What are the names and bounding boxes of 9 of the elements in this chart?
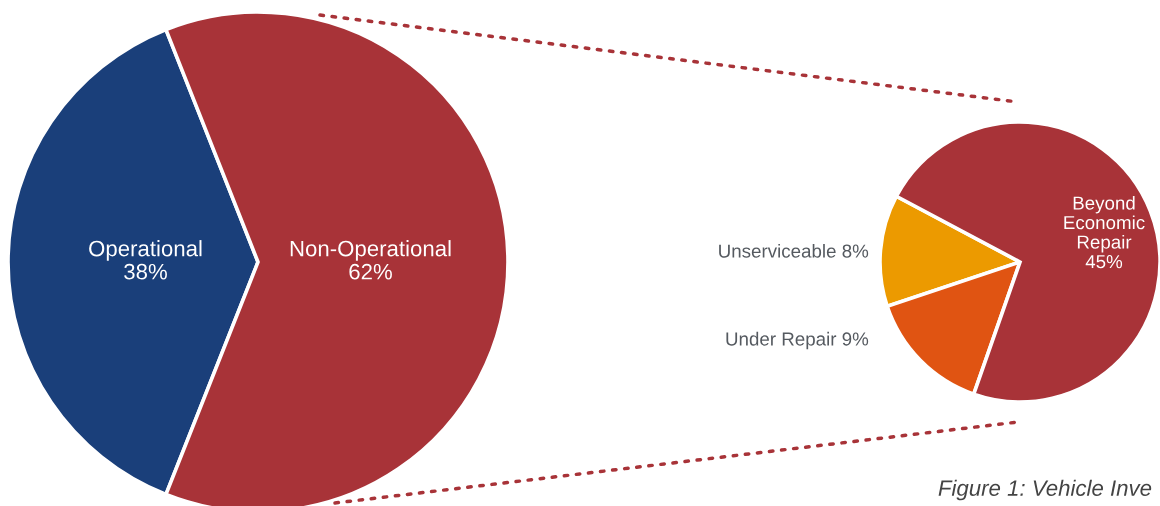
slice-label: Non-Operational [290, 240, 451, 261]
caption: Figure 1: Vehicle Inve [938, 479, 1152, 501]
data-label: 62% [349, 263, 392, 280]
slice-label: Unserviceable 8% [719, 243, 869, 258]
slice-label: Operational [89, 240, 202, 261]
data-label: 38% [124, 263, 167, 280]
slice-label: Beyond Economic Repair [1064, 195, 1145, 253]
data-label: 45% [1085, 255, 1123, 269]
slice-label: Under Repair 9% [726, 331, 869, 350]
